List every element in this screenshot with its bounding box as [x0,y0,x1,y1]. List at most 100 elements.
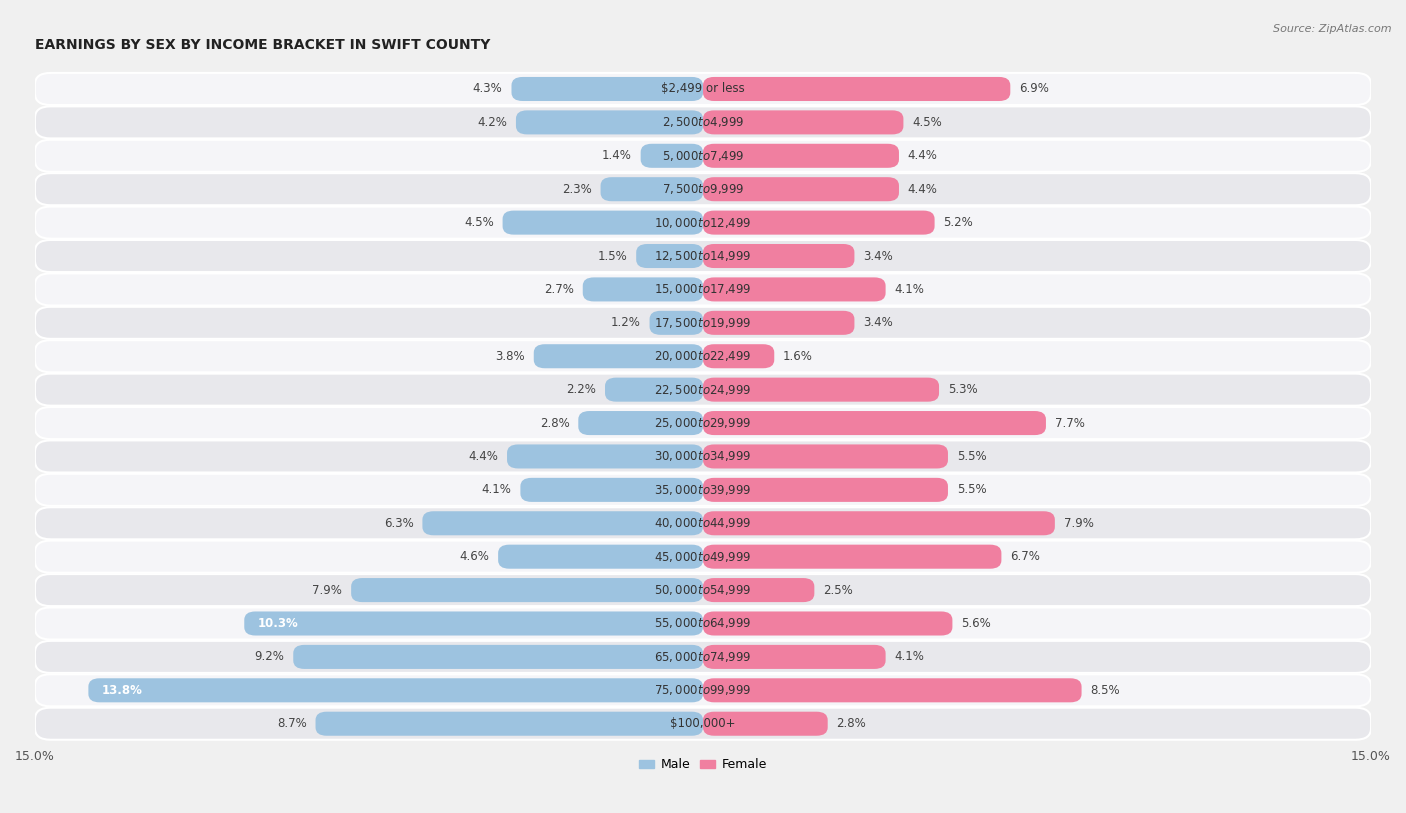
Text: 13.8%: 13.8% [101,684,142,697]
Text: 2.5%: 2.5% [824,584,853,597]
Text: 3.8%: 3.8% [495,350,524,363]
Text: 10.3%: 10.3% [257,617,298,630]
Text: 6.7%: 6.7% [1011,550,1040,563]
FancyBboxPatch shape [703,144,898,167]
Text: $65,000 to $74,999: $65,000 to $74,999 [654,650,752,664]
Text: $10,000 to $12,499: $10,000 to $12,499 [654,215,752,229]
Text: $100,000+: $100,000+ [671,717,735,730]
Text: EARNINGS BY SEX BY INCOME BRACKET IN SWIFT COUNTY: EARNINGS BY SEX BY INCOME BRACKET IN SWI… [35,38,491,52]
FancyBboxPatch shape [600,177,703,202]
FancyBboxPatch shape [703,411,1046,435]
Text: 5.5%: 5.5% [957,484,987,497]
FancyBboxPatch shape [605,377,703,402]
FancyBboxPatch shape [35,107,1371,138]
Text: 4.5%: 4.5% [912,116,942,129]
Text: $50,000 to $54,999: $50,000 to $54,999 [654,583,752,597]
FancyBboxPatch shape [35,574,1371,606]
FancyBboxPatch shape [35,73,1371,105]
Text: $20,000 to $22,499: $20,000 to $22,499 [654,350,752,363]
FancyBboxPatch shape [35,207,1371,239]
FancyBboxPatch shape [636,244,703,268]
Text: 4.5%: 4.5% [464,216,494,229]
FancyBboxPatch shape [35,173,1371,205]
FancyBboxPatch shape [35,707,1371,740]
FancyBboxPatch shape [703,678,1081,702]
Text: 2.8%: 2.8% [837,717,866,730]
FancyBboxPatch shape [35,607,1371,640]
FancyBboxPatch shape [35,240,1371,272]
Text: 6.3%: 6.3% [384,517,413,530]
Text: Source: ZipAtlas.com: Source: ZipAtlas.com [1274,24,1392,34]
FancyBboxPatch shape [578,411,703,435]
Legend: Male, Female: Male, Female [634,754,772,776]
Text: $40,000 to $44,999: $40,000 to $44,999 [654,516,752,530]
Text: 5.2%: 5.2% [943,216,973,229]
Text: 1.4%: 1.4% [602,150,631,163]
FancyBboxPatch shape [703,244,855,268]
FancyBboxPatch shape [650,311,703,335]
Text: 4.1%: 4.1% [482,484,512,497]
Text: 4.4%: 4.4% [908,150,938,163]
Text: 7.9%: 7.9% [1064,517,1094,530]
FancyBboxPatch shape [703,377,939,402]
FancyBboxPatch shape [703,578,814,602]
FancyBboxPatch shape [703,311,855,335]
FancyBboxPatch shape [502,211,703,235]
FancyBboxPatch shape [520,478,703,502]
FancyBboxPatch shape [582,277,703,302]
FancyBboxPatch shape [703,77,1011,101]
Text: $55,000 to $64,999: $55,000 to $64,999 [654,616,752,631]
Text: 9.2%: 9.2% [254,650,284,663]
FancyBboxPatch shape [703,645,886,669]
Text: 2.7%: 2.7% [544,283,574,296]
Text: $2,499 or less: $2,499 or less [661,82,745,95]
FancyBboxPatch shape [703,611,952,636]
Text: $25,000 to $29,999: $25,000 to $29,999 [654,416,752,430]
FancyBboxPatch shape [35,374,1371,406]
FancyBboxPatch shape [703,711,828,736]
FancyBboxPatch shape [534,344,703,368]
FancyBboxPatch shape [315,711,703,736]
FancyBboxPatch shape [512,77,703,101]
FancyBboxPatch shape [703,545,1001,569]
FancyBboxPatch shape [498,545,703,569]
FancyBboxPatch shape [352,578,703,602]
Text: 2.3%: 2.3% [562,183,592,196]
Text: 1.6%: 1.6% [783,350,813,363]
Text: 5.3%: 5.3% [948,383,977,396]
Text: 8.7%: 8.7% [277,717,307,730]
FancyBboxPatch shape [35,407,1371,439]
Text: 4.4%: 4.4% [468,450,498,463]
Text: $12,500 to $14,999: $12,500 to $14,999 [654,249,752,263]
FancyBboxPatch shape [422,511,703,535]
FancyBboxPatch shape [703,277,886,302]
Text: $7,500 to $9,999: $7,500 to $9,999 [662,182,744,196]
Text: $75,000 to $99,999: $75,000 to $99,999 [654,683,752,698]
FancyBboxPatch shape [294,645,703,669]
FancyBboxPatch shape [703,344,775,368]
Text: $2,500 to $4,999: $2,500 to $4,999 [662,115,744,129]
Text: 4.6%: 4.6% [460,550,489,563]
Text: 7.9%: 7.9% [312,584,342,597]
Text: 4.3%: 4.3% [472,82,502,95]
Text: $22,500 to $24,999: $22,500 to $24,999 [654,383,752,397]
FancyBboxPatch shape [703,177,898,202]
Text: 2.2%: 2.2% [567,383,596,396]
Text: 5.6%: 5.6% [962,617,991,630]
FancyBboxPatch shape [703,445,948,468]
FancyBboxPatch shape [35,441,1371,472]
Text: 2.8%: 2.8% [540,416,569,429]
FancyBboxPatch shape [35,140,1371,172]
FancyBboxPatch shape [516,111,703,134]
Text: 8.5%: 8.5% [1091,684,1121,697]
FancyBboxPatch shape [35,674,1371,706]
FancyBboxPatch shape [35,474,1371,506]
Text: 4.2%: 4.2% [477,116,508,129]
Text: $30,000 to $34,999: $30,000 to $34,999 [654,450,752,463]
Text: 3.4%: 3.4% [863,250,893,263]
Text: 6.9%: 6.9% [1019,82,1049,95]
FancyBboxPatch shape [35,641,1371,673]
Text: 4.4%: 4.4% [908,183,938,196]
Text: 1.5%: 1.5% [598,250,627,263]
FancyBboxPatch shape [89,678,703,702]
